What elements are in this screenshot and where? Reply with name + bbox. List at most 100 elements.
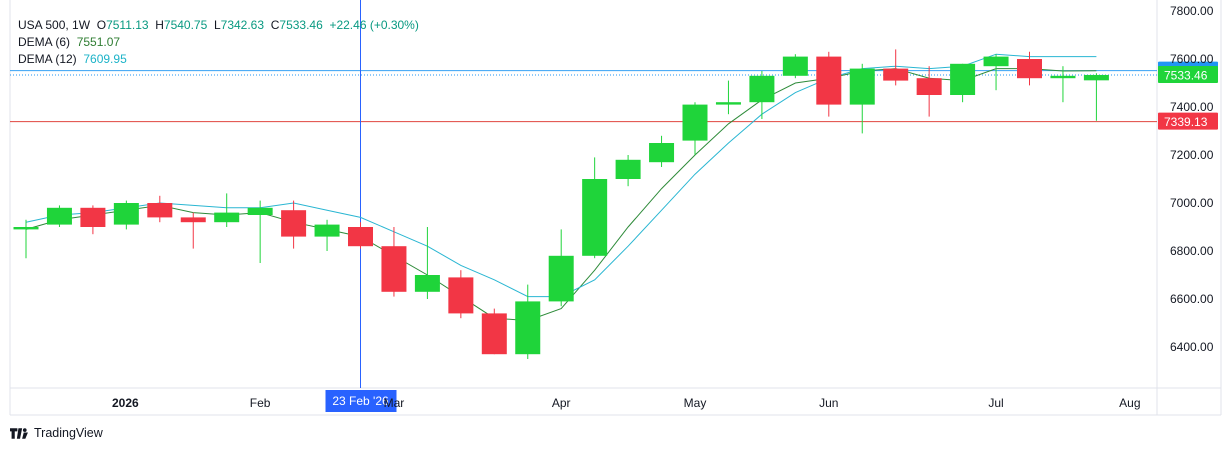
candle-body: [682, 104, 708, 141]
candle[interactable]: [414, 227, 440, 299]
interval-label[interactable]: 1W: [72, 18, 91, 32]
candle-body: [1083, 74, 1109, 81]
candle-body: [649, 143, 675, 163]
candle[interactable]: [247, 200, 273, 263]
candle[interactable]: [1017, 51, 1042, 86]
crosshair-time-badge: 23 Feb '26: [325, 390, 397, 412]
dema6-line[interactable]: [25, 68, 1097, 322]
tradingview-logo-icon: [10, 427, 28, 439]
candle[interactable]: [615, 155, 641, 187]
ohlc-row: USA 500, 1W O7511.13 H7540.75 L7342.63 C…: [18, 18, 419, 32]
candle[interactable]: [214, 193, 240, 227]
badge-background: [1158, 112, 1218, 130]
candle-body: [180, 217, 206, 223]
candle[interactable]: [348, 222, 373, 249]
candle-body: [348, 227, 373, 247]
time-tick-label: Aug: [1119, 396, 1140, 410]
candle-body: [849, 68, 875, 105]
candle-body: [582, 179, 608, 256]
time-tick-label: Feb: [250, 396, 271, 410]
price-tick-label: 7000.00: [1170, 196, 1214, 210]
time-tick-label: 2026: [112, 396, 139, 410]
open-label: O: [96, 18, 107, 32]
candle-body: [715, 102, 741, 105]
candle-body: [314, 224, 340, 237]
candle[interactable]: [448, 270, 474, 319]
candle-body: [214, 212, 240, 223]
candle-body: [247, 207, 273, 215]
candle-body: [1050, 75, 1076, 79]
candle-body: [916, 78, 942, 95]
badge-label: 7533.46: [1164, 68, 1208, 82]
candle[interactable]: [1050, 66, 1076, 103]
candle-body: [615, 159, 641, 179]
candle-body: [46, 207, 72, 225]
candle[interactable]: [281, 200, 307, 249]
time-tick-label: May: [684, 396, 707, 410]
price-tick-label: 7800.00: [1170, 4, 1214, 18]
candle[interactable]: [983, 54, 1009, 91]
candle[interactable]: [80, 205, 106, 235]
candle-body: [113, 203, 139, 225]
dema6-row[interactable]: DEMA (6) 7551.07: [18, 34, 419, 51]
candle-body: [816, 56, 842, 105]
candle[interactable]: [13, 219, 39, 259]
dema6-label: DEMA (6): [18, 35, 71, 49]
candle-body: [281, 210, 307, 237]
candle-body: [950, 63, 976, 95]
candle[interactable]: [481, 308, 507, 355]
candle[interactable]: [582, 157, 608, 259]
candle[interactable]: [950, 63, 976, 103]
time-tick-label: Jul: [988, 396, 1003, 410]
candle[interactable]: [147, 195, 173, 223]
symbol-name[interactable]: USA 500: [18, 18, 66, 32]
candle-body: [414, 275, 440, 292]
low-label: L: [213, 18, 221, 32]
crosshair-time-badge-bg: [325, 390, 397, 412]
dema12-row[interactable]: DEMA (12) 7609.95: [18, 51, 419, 68]
price-tick-label: 7200.00: [1170, 148, 1214, 162]
candle[interactable]: [46, 205, 72, 227]
badge-background: [1158, 65, 1218, 83]
low-value: 7342.63: [220, 18, 265, 32]
candle[interactable]: [715, 80, 741, 115]
price-tick-label: 6600.00: [1170, 292, 1214, 306]
badge-label: 7339.13: [1164, 115, 1208, 129]
candle-body: [548, 255, 574, 302]
candle[interactable]: [180, 212, 206, 249]
candle[interactable]: [883, 49, 909, 86]
chart-legend: USA 500, 1W O7511.13 H7540.75 L7342.63 C…: [18, 17, 419, 68]
candle[interactable]: [314, 219, 340, 251]
candle-body: [448, 277, 474, 314]
candle[interactable]: [113, 200, 139, 230]
candle-body: [381, 246, 407, 292]
candle-body: [983, 56, 1009, 67]
candle[interactable]: [816, 51, 842, 117]
price-badge-level: 7339.13: [1158, 112, 1218, 130]
candle[interactable]: [515, 284, 541, 359]
candle[interactable]: [381, 227, 407, 297]
candle-body: [515, 301, 541, 355]
close-label: C: [270, 18, 280, 32]
price-badge-close: 7533.46: [1158, 65, 1218, 83]
candle-body: [1017, 59, 1042, 79]
candle[interactable]: [749, 71, 775, 119]
candle[interactable]: [649, 135, 675, 167]
price-tick-label: 7600.00: [1170, 52, 1214, 66]
dema12-label: DEMA (12): [18, 52, 77, 66]
candle-body: [782, 56, 808, 76]
candle[interactable]: [1083, 73, 1109, 121]
candle-body: [80, 207, 106, 227]
candle-body: [147, 203, 173, 218]
candle[interactable]: [682, 102, 708, 155]
time-tick-label: Apr: [552, 396, 571, 410]
candle[interactable]: [782, 54, 808, 79]
candle[interactable]: [849, 63, 875, 134]
candle[interactable]: [548, 229, 574, 307]
price-tick-label: 6400.00: [1170, 340, 1214, 354]
candle-body: [481, 313, 507, 355]
candle-body: [883, 68, 909, 81]
tradingview-brand[interactable]: TradingView: [10, 426, 103, 440]
candle[interactable]: [916, 66, 942, 117]
